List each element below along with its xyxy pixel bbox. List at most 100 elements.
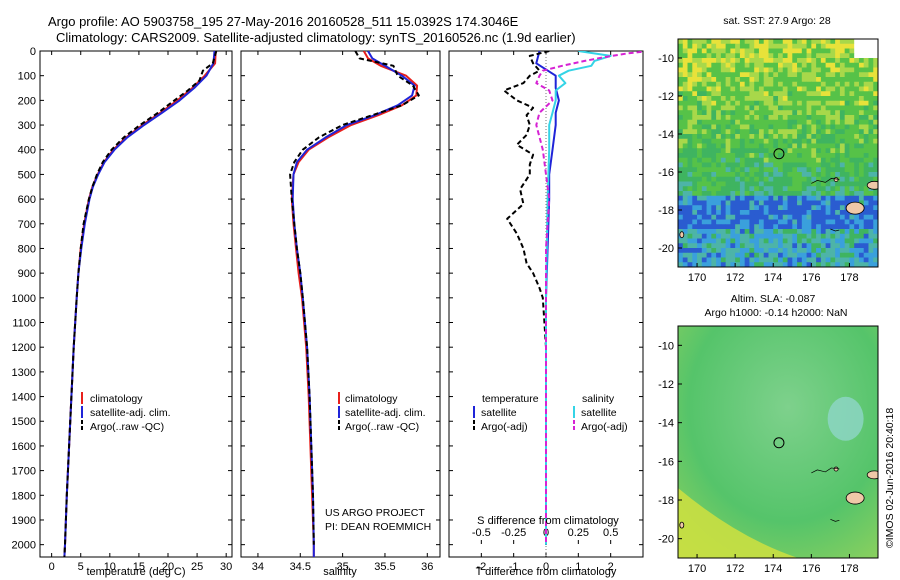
sst-cell (749, 138, 755, 144)
x-tick-label: 2 (608, 561, 614, 573)
sst-cell (711, 105, 717, 111)
sst-cell (678, 219, 684, 225)
sst-cell (758, 200, 765, 206)
sst-cell (725, 110, 731, 116)
sst-cell (682, 176, 688, 182)
sst-cell (768, 43, 774, 49)
sst-cell (687, 115, 693, 121)
sst-cell (692, 138, 698, 144)
sst-cell (820, 214, 827, 220)
sst-cell (806, 62, 812, 68)
sst-cell (749, 191, 755, 197)
sst-cell (697, 72, 703, 78)
sst-cell (716, 233, 722, 239)
sst-cell (735, 124, 741, 130)
sst-cell (730, 243, 736, 249)
sst-cell (687, 105, 693, 111)
sst-cell (754, 252, 760, 258)
sst-cell (725, 134, 731, 140)
sst-cell (820, 62, 827, 68)
map-x-tick-label: 172 (726, 272, 744, 284)
sst-cell (763, 172, 769, 178)
sst-cell (678, 210, 684, 216)
sst-cell (716, 186, 722, 192)
sst-cell (778, 110, 784, 116)
sst-cell (730, 134, 736, 140)
sst-cell (820, 205, 827, 211)
sst-cell (687, 81, 693, 87)
sst-cell (806, 77, 812, 83)
sst-cell (835, 124, 841, 130)
sst-cell (811, 219, 817, 225)
sst-cell (749, 105, 755, 111)
difference-xlabel: T difference from climatology (476, 566, 617, 578)
sst-cell (839, 100, 846, 106)
sst-cell (706, 48, 712, 54)
sst-cell (782, 262, 788, 267)
sst-cell (839, 252, 846, 258)
sst-cell (711, 48, 717, 54)
sst-cell (749, 58, 755, 64)
sst-cell (816, 77, 822, 83)
sst-cell (858, 72, 865, 78)
sst-cell (687, 143, 693, 149)
sst-cell (744, 110, 750, 116)
sst-cell (749, 86, 755, 92)
sst-cell (839, 48, 846, 54)
sst-cell (739, 172, 746, 178)
sst-cell (778, 100, 784, 106)
sst-cell (706, 224, 712, 230)
sst-cell (773, 119, 779, 125)
sst-cell (739, 148, 746, 154)
sst-cell (787, 153, 793, 159)
sst-cell (773, 58, 779, 64)
sst-cell (811, 77, 817, 83)
sst-cell (744, 96, 750, 102)
sst-cell (854, 181, 860, 187)
sst-cell (797, 162, 803, 168)
sst-cell (682, 195, 688, 201)
sst-cell (873, 219, 878, 225)
sst-cell (873, 62, 878, 68)
sst-cell (758, 81, 765, 87)
sst-cell (749, 110, 755, 116)
sst-cell (792, 67, 798, 73)
sst-cell (735, 262, 741, 267)
sst-cell (844, 243, 850, 249)
sst-cell (839, 148, 846, 154)
sst-cell (778, 233, 784, 239)
sst-cell (739, 91, 746, 97)
sst-cell (744, 119, 750, 125)
sst-cell (782, 252, 788, 258)
sst-cell (678, 229, 684, 235)
sst-cell (863, 229, 869, 235)
sst-cell (778, 96, 784, 102)
sst-cell (692, 195, 698, 201)
sst-cell (839, 157, 846, 163)
sst-cell (773, 67, 779, 73)
sst-cell (754, 162, 760, 168)
sst-cell (768, 219, 774, 225)
sst-cell (835, 91, 841, 97)
y-tick-label: 1700 (12, 466, 36, 478)
sst-cell (835, 257, 841, 263)
sst-cell (744, 129, 750, 135)
sst-cell (787, 91, 793, 97)
sst-cell (806, 124, 812, 130)
sst-cell (811, 134, 817, 140)
sst-cell (701, 138, 707, 144)
x2-tick-label: -0.5 (472, 527, 491, 539)
y-tick-label: 0 (30, 46, 36, 58)
sst-cell (820, 191, 827, 197)
sst-cell (844, 81, 850, 87)
sst-cell (754, 186, 760, 192)
sst-cell (687, 62, 693, 68)
sst-cell (868, 252, 874, 258)
sst-cell (854, 157, 860, 163)
sst-cell (787, 48, 793, 54)
sst-cell (711, 138, 717, 144)
sst-cell (801, 214, 807, 220)
sst-cell (825, 191, 831, 197)
difference-x2label: S difference from climatology (477, 515, 619, 527)
sst-cell (854, 96, 860, 102)
